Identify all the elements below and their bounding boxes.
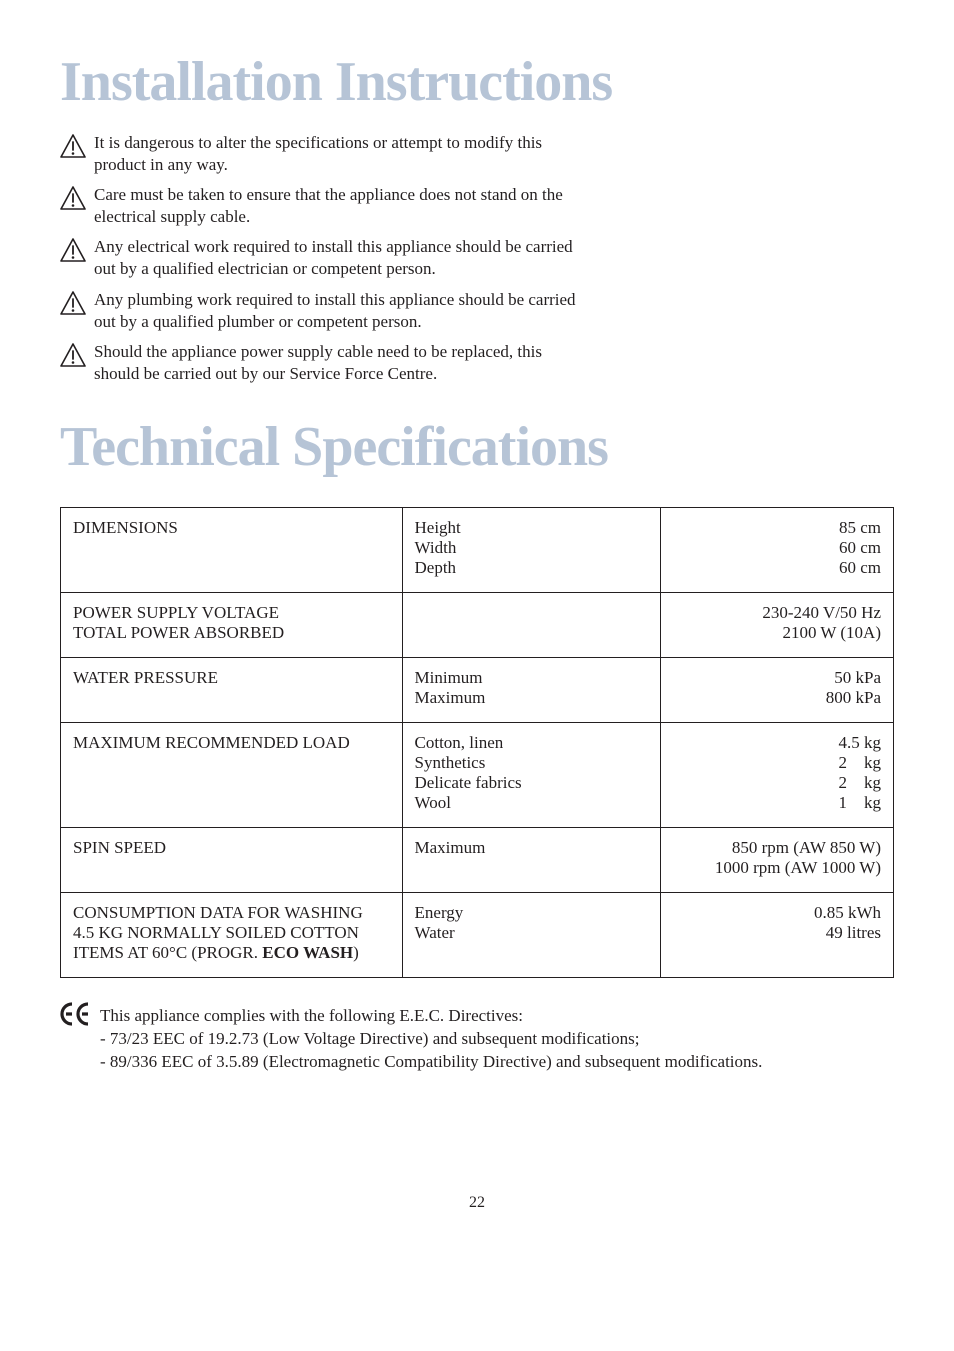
table-cell: 4.5 kg2 kg2 kg1 kg: [660, 722, 893, 827]
warning-triangle-icon: [60, 132, 94, 158]
warning-item: Should the appliance power supply cable …: [60, 341, 580, 385]
warning-triangle-icon: [60, 184, 94, 210]
table-row: MAXIMUM RECOMMENDED LOADCotton, linenSyn…: [61, 722, 894, 827]
table-cell: CONSUMPTION DATA FOR WASHING4.5 KG NORMA…: [61, 892, 403, 977]
ce-block: This appliance complies with the followi…: [60, 1002, 894, 1074]
warning-text: It is dangerous to alter the specificati…: [94, 132, 580, 176]
table-cell: 850 rpm (AW 850 W)1000 rpm (AW 1000 W): [660, 827, 893, 892]
table-row: WATER PRESSUREMinimumMaximum50 kPa800 kP…: [61, 657, 894, 722]
table-cell: HeightWidthDepth: [402, 507, 660, 592]
ce-text: This appliance complies with the followi…: [100, 1002, 762, 1074]
warning-text: Any plumbing work required to install th…: [94, 289, 580, 333]
table-cell: 85 cm60 cm60 cm: [660, 507, 893, 592]
table-cell: 230-240 V/50 Hz2100 W (10A): [660, 592, 893, 657]
table-cell: Maximum: [402, 827, 660, 892]
warning-triangle-icon: [60, 289, 94, 315]
table-cell: 50 kPa800 kPa: [660, 657, 893, 722]
page-root: Installation Instructions It is dangerou…: [0, 0, 954, 1252]
table-cell: WATER PRESSURE: [61, 657, 403, 722]
installation-title: Installation Instructions: [60, 50, 894, 114]
table-cell: SPIN SPEED: [61, 827, 403, 892]
spec-table: DIMENSIONSHeightWidthDepth85 cm60 cm60 c…: [60, 507, 894, 978]
warning-item: Any plumbing work required to install th…: [60, 289, 580, 333]
table-row: POWER SUPPLY VOLTAGETOTAL POWER ABSORBED…: [61, 592, 894, 657]
table-row: CONSUMPTION DATA FOR WASHING4.5 KG NORMA…: [61, 892, 894, 977]
warning-triangle-icon: [60, 236, 94, 262]
table-row: SPIN SPEEDMaximum850 rpm (AW 850 W)1000 …: [61, 827, 894, 892]
technical-title: Technical Specifications: [60, 415, 894, 479]
warning-list: It is dangerous to alter the specificati…: [60, 132, 580, 385]
warning-triangle-icon: [60, 341, 94, 367]
warning-item: Any electrical work required to install …: [60, 236, 580, 280]
table-cell: [402, 592, 660, 657]
table-cell: DIMENSIONS: [61, 507, 403, 592]
spec-table-body: DIMENSIONSHeightWidthDepth85 cm60 cm60 c…: [61, 507, 894, 977]
table-cell: 0.85 kWh49 litres: [660, 892, 893, 977]
table-cell: EnergyWater: [402, 892, 660, 977]
table-cell: MAXIMUM RECOMMENDED LOAD: [61, 722, 403, 827]
table-cell: POWER SUPPLY VOLTAGETOTAL POWER ABSORBED: [61, 592, 403, 657]
warning-item: It is dangerous to alter the specificati…: [60, 132, 580, 176]
warning-text: Any electrical work required to install …: [94, 236, 580, 280]
table-row: DIMENSIONSHeightWidthDepth85 cm60 cm60 c…: [61, 507, 894, 592]
warning-text: Should the appliance power supply cable …: [94, 341, 580, 385]
ce-mark-icon: [60, 1002, 92, 1031]
table-cell: MinimumMaximum: [402, 657, 660, 722]
warning-text: Care must be taken to ensure that the ap…: [94, 184, 580, 228]
warning-item: Care must be taken to ensure that the ap…: [60, 184, 580, 228]
table-cell: Cotton, linenSyntheticsDelicate fabricsW…: [402, 722, 660, 827]
page-number: 22: [60, 1194, 894, 1212]
